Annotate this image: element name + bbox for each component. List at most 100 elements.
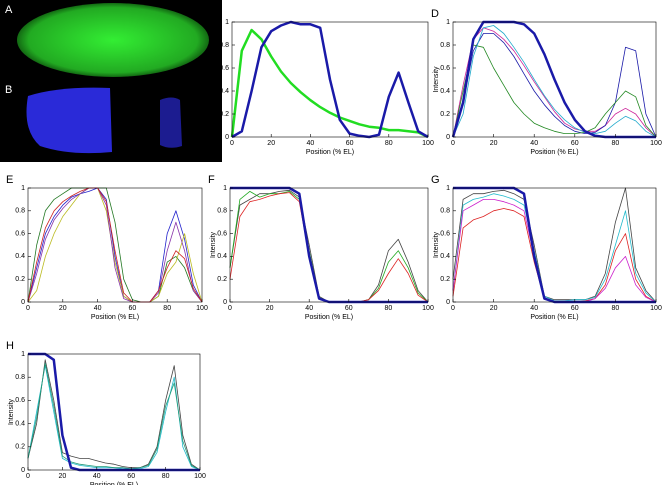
y-tick-label: 0.8 — [217, 208, 227, 215]
y-tick-label: 0.6 — [219, 65, 229, 72]
y-tick-label: 1 — [225, 19, 229, 26]
y-tick-label: 0 — [225, 134, 229, 141]
series-line — [27, 187, 203, 303]
series-line — [229, 189, 429, 303]
x-tick-label: 80 — [163, 305, 171, 312]
panel-label: F — [208, 174, 215, 186]
y-axis-label: Intensity — [210, 231, 217, 258]
y-tick-label: 0.2 — [440, 276, 450, 283]
y-tick-label: 0.6 — [15, 230, 25, 237]
y-tick-label: 0.4 — [15, 420, 25, 427]
x-tick-label: 60 — [127, 473, 135, 480]
series-line — [27, 187, 203, 303]
series-line — [453, 186, 656, 304]
x-tick-label: 20 — [266, 305, 274, 312]
series-line — [27, 359, 201, 471]
image-b: B — [0, 80, 222, 162]
series-line — [27, 187, 203, 303]
plot-frame — [231, 21, 429, 138]
x-tick-label: 100 — [422, 140, 434, 147]
y-axis-label: Intensity — [212, 66, 219, 93]
x-tick-label: 40 — [307, 140, 315, 147]
y-tick-label: 0 — [446, 299, 450, 306]
x-axis-label: Position (% EL) — [306, 149, 354, 156]
plot-frame — [229, 187, 429, 303]
y-tick-label: 0.2 — [15, 276, 25, 283]
y-tick-label: 0.4 — [219, 88, 229, 95]
y-tick-label: 0.6 — [440, 65, 450, 72]
x-tick-label: 100 — [194, 473, 206, 480]
panel-label: D — [431, 8, 439, 20]
x-tick-label: 20 — [59, 473, 67, 480]
plot-frame — [452, 187, 657, 303]
x-tick-label: 80 — [612, 140, 620, 147]
x-tick-label: 80 — [612, 305, 620, 312]
y-axis-label: Intensity — [433, 231, 440, 258]
series-line — [230, 28, 429, 139]
y-tick-label: 0.4 — [217, 253, 227, 260]
x-tick-label: 20 — [490, 140, 498, 147]
x-tick-label: 40 — [530, 305, 538, 312]
series-line — [452, 27, 657, 138]
x-tick-label: 0 — [26, 473, 30, 480]
panel-label: H — [6, 340, 14, 352]
y-tick-label: 0.4 — [440, 88, 450, 95]
y-tick-label: 0.2 — [217, 276, 227, 283]
y-tick-label: 0.8 — [440, 42, 450, 49]
series-line — [452, 44, 657, 138]
y-tick-label: 1 — [446, 19, 450, 26]
panel-label: B — [5, 84, 12, 96]
y-tick-label: 0 — [223, 299, 227, 306]
y-tick-label: 0.2 — [15, 444, 25, 451]
y-tick-label: 1 — [446, 185, 450, 192]
series-line — [27, 362, 201, 471]
x-tick-label: 20 — [267, 140, 275, 147]
image-a: A — [0, 0, 222, 80]
x-tick-label: 0 — [26, 305, 30, 312]
y-tick-label: 0.4 — [440, 253, 450, 260]
x-tick-label: 100 — [422, 305, 434, 312]
series-line — [452, 208, 657, 303]
x-tick-label: 100 — [650, 305, 662, 312]
y-tick-label: 0.2 — [440, 111, 450, 118]
series-line — [452, 187, 657, 303]
x-tick-label: 0 — [230, 140, 234, 147]
x-tick-label: 60 — [346, 140, 354, 147]
plot-frame — [27, 353, 201, 471]
y-tick-label: 0.8 — [440, 208, 450, 215]
panel-label: C — [210, 8, 218, 20]
x-tick-label: 80 — [385, 305, 393, 312]
series-line — [452, 199, 657, 303]
x-axis-label: Position (% EL) — [530, 149, 578, 156]
y-tick-label: 0.6 — [217, 230, 227, 237]
y-tick-label: 0.6 — [15, 397, 25, 404]
panel-label: G — [431, 174, 440, 186]
series-line — [231, 20, 429, 139]
series-line — [452, 33, 657, 138]
panel-label: A — [5, 4, 13, 16]
series-line — [451, 20, 656, 139]
x-tick-label: 80 — [162, 473, 170, 480]
y-tick-label: 0.6 — [440, 230, 450, 237]
series-line — [230, 186, 428, 304]
x-tick-label: 60 — [345, 305, 353, 312]
x-tick-label: 20 — [59, 305, 67, 312]
x-axis-label: Position (% EL) — [305, 314, 353, 321]
y-tick-label: 0.8 — [15, 374, 25, 381]
y-tick-label: 1 — [21, 351, 25, 358]
y-axis-label: Intensity — [8, 398, 15, 425]
y-tick-label: 0 — [21, 299, 25, 306]
y-tick-label: 0.4 — [15, 253, 25, 260]
x-tick-label: 40 — [305, 305, 313, 312]
plot-frame — [27, 187, 203, 303]
series-line — [452, 25, 657, 138]
x-tick-label: 40 — [530, 140, 538, 147]
x-tick-label: 40 — [94, 305, 102, 312]
y-tick-label: 0.2 — [219, 111, 229, 118]
y-axis-label: Intensity — [433, 66, 440, 93]
y-tick-label: 0.8 — [219, 42, 229, 49]
x-tick-label: 20 — [490, 305, 498, 312]
x-tick-label: 0 — [451, 305, 455, 312]
x-tick-label: 0 — [228, 305, 232, 312]
